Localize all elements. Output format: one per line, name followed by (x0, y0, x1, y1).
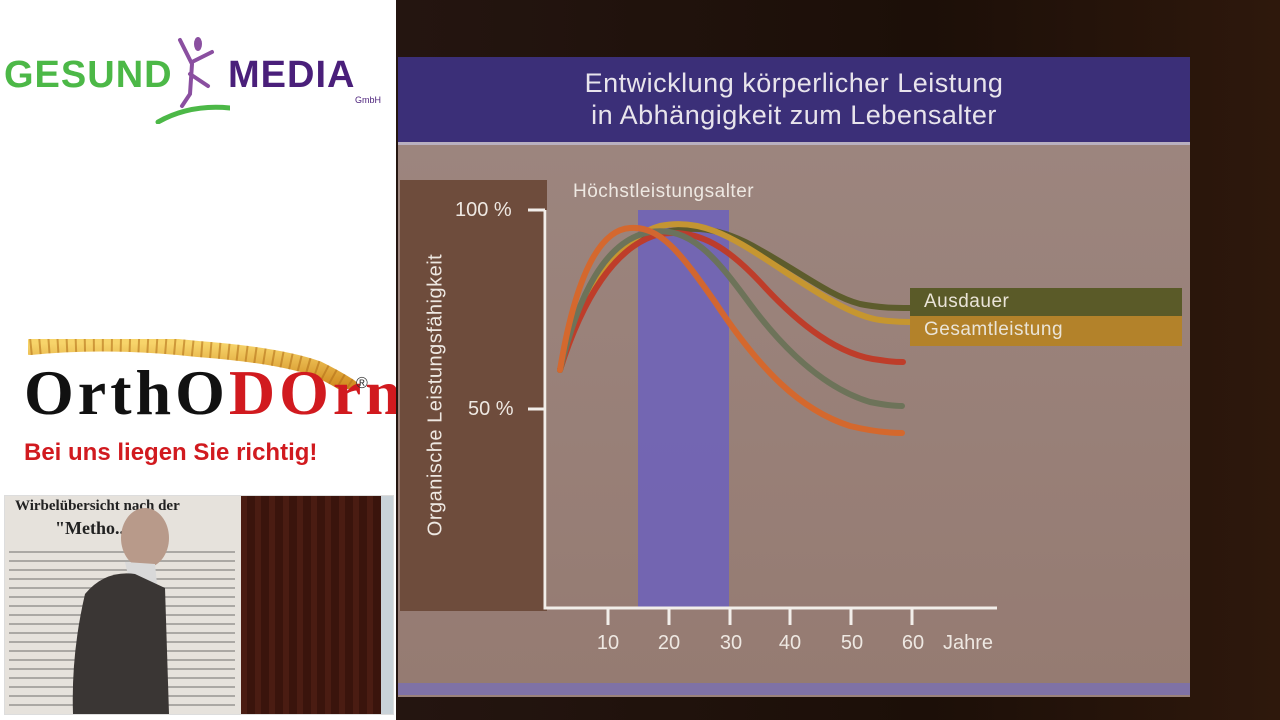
x-tick-20: 20 (657, 632, 681, 654)
curtain-edge (381, 496, 393, 714)
sponsor-sidebar: GESUND MEDIA GmbH OrthODOrn ® Bei uns li… (0, 0, 401, 720)
x-tick-50: 50 (840, 632, 864, 654)
y-tick-50: 50 % (468, 398, 514, 420)
registered-mark: ® (356, 375, 368, 392)
wordmark-ortho: OrthO (24, 357, 229, 428)
slide-footer-bar (398, 683, 1190, 695)
spine-icon (28, 339, 358, 389)
orthodorn-wordmark: OrthODOrn (24, 361, 405, 425)
wordmark-dorn: DOrn (228, 357, 405, 428)
dancer-figure-icon (155, 37, 230, 124)
slide-title-line2: in Abhängigkeit zum Lebensalter (591, 100, 997, 130)
orthodorn-logo: OrthODOrn ® Bei uns liegen Sie richtig! (0, 335, 401, 470)
peak-band-label: Höchstleistungsalter (573, 181, 755, 202)
y-axis-band (400, 180, 547, 611)
speaker-person-icon (72, 508, 169, 714)
series-red (557, 230, 906, 373)
slide-title: Entwicklung körperlicher Leistung in Abh… (398, 67, 1190, 131)
series-grey-green (557, 228, 905, 409)
gesund-media-logo: GESUND MEDIA GmbH (0, 30, 396, 130)
x-tick-60: 60 (901, 632, 925, 654)
x-axis-unit: Jahre (942, 632, 994, 654)
x-tick-40: 40 (778, 632, 802, 654)
series-gesamtleistung (557, 221, 913, 373)
slide-header: Entwicklung körperlicher Leistung in Abh… (398, 57, 1190, 145)
peak-age-band (638, 210, 729, 608)
orthodorn-slogan: Bei uns liegen Sie richtig! (24, 439, 318, 466)
x-tick-30: 30 (719, 632, 743, 654)
slide-title-line1: Entwicklung körperlicher Leistung (584, 68, 1004, 98)
poster-subtitle: "Metho..." (55, 518, 139, 538)
logo-word-gesund: GESUND (4, 54, 173, 96)
legend-gesamtleistung: Gesamtleistung (910, 316, 1182, 346)
speaker-video: Wirbelübersicht nach der "Metho..." (4, 495, 394, 715)
series-orange (557, 224, 905, 436)
y-tick-100: 100 % (455, 199, 512, 221)
logo-word-media: MEDIA (228, 54, 356, 96)
chart-axes (528, 208, 997, 625)
x-tick-10: 10 (596, 632, 620, 654)
legend-ausdauer: Ausdauer (910, 288, 1182, 316)
logo-suffix-gmbh: GmbH (355, 95, 382, 105)
stage-curtain (241, 496, 381, 714)
